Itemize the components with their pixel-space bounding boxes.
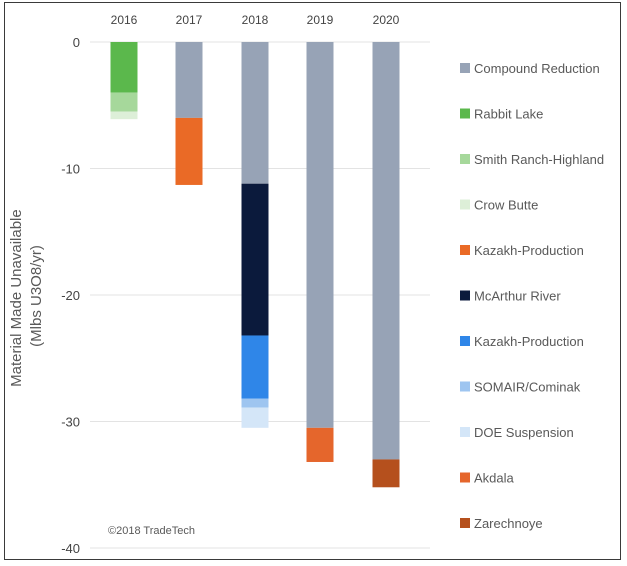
- legend-swatch: [460, 245, 470, 255]
- legend-item: Zarechnoye: [460, 516, 543, 531]
- legend-label: Zarechnoye: [474, 516, 543, 531]
- legend-label: Compound Reduction: [474, 61, 600, 76]
- y-tick-label: -10: [61, 162, 80, 177]
- y-tick-label: 0: [73, 35, 80, 50]
- x-tick-label: 2019: [307, 13, 334, 27]
- legend-swatch: [460, 472, 470, 483]
- legend-swatch: [460, 381, 470, 392]
- y-axis-label-line-2: (Mlbs U3O8/yr): [28, 245, 45, 347]
- bar-segment: [175, 117, 203, 185]
- x-tick-label: 2017: [176, 13, 203, 27]
- y-axis-label: Material Made Unavailable (Mlbs U3O8/yr): [8, 205, 45, 387]
- x-tick-label: 2016: [111, 13, 138, 27]
- legend-label: Akdala: [474, 471, 515, 486]
- legend-swatch: [460, 290, 470, 301]
- legend-label: Kazakh-Production: [474, 334, 584, 349]
- legend-label: McArthur River: [474, 289, 561, 304]
- legend-item: Akdala: [460, 471, 515, 486]
- y-axis-label-line-1: Material Made Unavailable: [8, 209, 25, 387]
- legend-item: Kazakh-Production: [460, 243, 584, 258]
- legend-swatch: [460, 336, 470, 346]
- bar-segment: [241, 335, 269, 399]
- legend-swatch: [460, 154, 470, 164]
- bar-segment: [372, 459, 400, 488]
- y-tick-label: -30: [61, 415, 80, 430]
- copyright-annotation: ©2018 TradeTech: [108, 525, 195, 537]
- bar-segment: [306, 427, 334, 462]
- bar-segment: [372, 42, 400, 460]
- legend-item: SOMAIR/Cominak: [460, 380, 581, 395]
- bar-segment: [306, 42, 334, 428]
- legend-swatch: [460, 63, 470, 73]
- y-tick-label: -20: [61, 288, 80, 303]
- legend-item: McArthur River: [460, 289, 561, 304]
- bar-segment: [110, 92, 138, 112]
- legend-swatch: [460, 427, 470, 437]
- legend-item: Smith Ranch-Highland: [460, 152, 604, 167]
- legend-item: Kazakh-Production: [460, 334, 584, 349]
- legend-label: Smith Ranch-Highland: [474, 152, 604, 167]
- legend-label: DOE Suspension: [474, 425, 574, 440]
- legend-swatch: [460, 199, 470, 210]
- legend-label: Crow Butte: [474, 198, 538, 213]
- bar-segment: [110, 42, 138, 93]
- bar-segment: [110, 111, 138, 120]
- legend-item: DOE Suspension: [460, 425, 574, 440]
- x-tick-label: 2018: [242, 13, 269, 27]
- bar-segment: [241, 42, 269, 184]
- x-tick-label: 2020: [373, 13, 400, 27]
- legend-swatch: [460, 108, 470, 119]
- y-tick-label: -40: [61, 541, 80, 556]
- legend-item: Crow Butte: [460, 198, 538, 213]
- legend-label: SOMAIR/Cominak: [474, 380, 581, 395]
- bar-segment: [241, 398, 269, 408]
- legend-item: Rabbit Lake: [460, 107, 543, 122]
- legend-label: Kazakh-Production: [474, 243, 584, 258]
- bar-segment: [241, 183, 269, 336]
- legend-swatch: [460, 518, 470, 528]
- bar-segment: [241, 407, 269, 428]
- bar-segment: [175, 42, 203, 118]
- legend-item: Compound Reduction: [460, 61, 600, 76]
- legend-label: Rabbit Lake: [474, 107, 543, 122]
